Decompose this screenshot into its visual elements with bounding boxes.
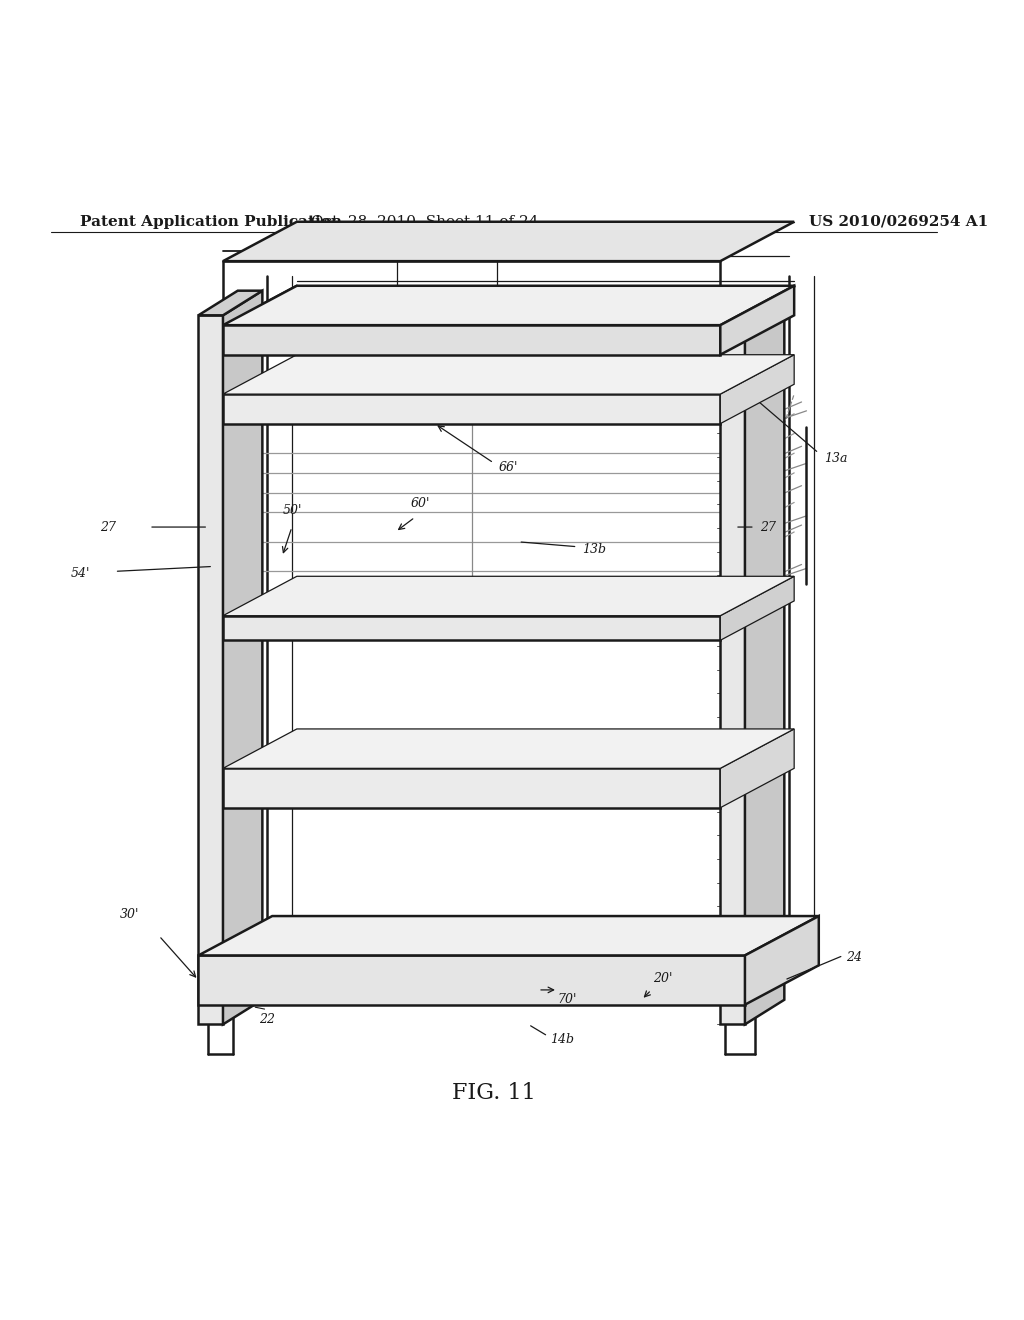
Polygon shape <box>223 222 795 261</box>
Text: Oct. 28, 2010  Sheet 11 of 24: Oct. 28, 2010 Sheet 11 of 24 <box>311 215 539 228</box>
Text: 27: 27 <box>760 520 776 533</box>
Polygon shape <box>199 290 262 315</box>
Text: 54': 54' <box>71 566 90 579</box>
Text: 14b: 14b <box>550 1032 573 1045</box>
Text: 22: 22 <box>259 1012 275 1026</box>
Polygon shape <box>223 768 720 808</box>
Text: Patent Application Publication: Patent Application Publication <box>80 215 342 228</box>
Polygon shape <box>720 290 784 315</box>
Polygon shape <box>720 355 795 424</box>
Text: 24: 24 <box>847 950 862 964</box>
Text: 13a: 13a <box>823 451 847 465</box>
Polygon shape <box>720 315 744 1024</box>
Text: 66': 66' <box>499 462 518 474</box>
Text: 14a: 14a <box>570 774 594 787</box>
Text: 50': 50' <box>283 504 302 517</box>
Polygon shape <box>223 577 795 615</box>
Polygon shape <box>720 285 795 355</box>
Polygon shape <box>223 615 720 640</box>
Polygon shape <box>720 729 795 808</box>
Polygon shape <box>199 916 819 956</box>
Text: 30': 30' <box>120 908 139 921</box>
Text: FIG. 11: FIG. 11 <box>452 1082 536 1105</box>
Polygon shape <box>720 577 795 640</box>
Text: 13b: 13b <box>583 544 606 556</box>
Text: 27: 27 <box>100 520 116 533</box>
Polygon shape <box>223 290 262 1024</box>
Text: 60': 60' <box>411 498 430 511</box>
Polygon shape <box>744 290 784 1024</box>
Text: 10': 10' <box>710 313 731 327</box>
Text: 70': 70' <box>558 993 578 1006</box>
Text: 20': 20' <box>653 972 673 985</box>
Polygon shape <box>223 355 795 395</box>
Polygon shape <box>223 285 795 325</box>
Polygon shape <box>199 315 223 1024</box>
Polygon shape <box>199 956 744 1005</box>
Polygon shape <box>223 395 720 424</box>
Polygon shape <box>223 325 720 355</box>
Text: US 2010/0269254 A1: US 2010/0269254 A1 <box>809 215 988 228</box>
Polygon shape <box>744 916 819 1005</box>
Polygon shape <box>223 729 795 768</box>
